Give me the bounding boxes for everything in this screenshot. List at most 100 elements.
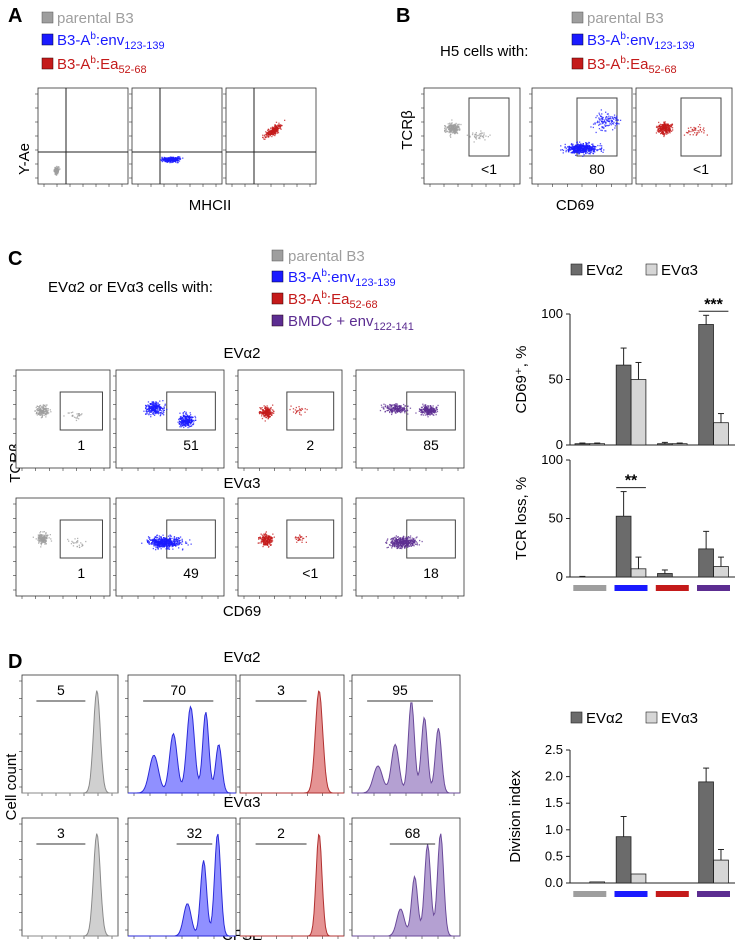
dot	[669, 128, 672, 130]
dot	[157, 413, 160, 415]
dot	[703, 132, 705, 134]
panel-d-eva2-hist-3: 3	[237, 674, 345, 796]
y-tick-label: 0	[556, 437, 563, 452]
dot	[170, 158, 172, 160]
dot	[45, 411, 47, 413]
dot	[392, 538, 394, 541]
dot	[418, 410, 420, 412]
dot	[396, 536, 398, 538]
dot	[267, 418, 269, 420]
dot	[181, 421, 184, 424]
dot	[401, 547, 403, 550]
dot	[176, 542, 178, 544]
dot	[604, 124, 606, 126]
dot	[76, 416, 79, 418]
dot	[290, 405, 292, 407]
dot	[694, 127, 696, 129]
dot	[397, 547, 399, 549]
panel-c-row-title-eva3: EVα3	[223, 475, 260, 492]
dot	[174, 159, 176, 161]
dot	[44, 541, 46, 544]
dot	[424, 410, 427, 412]
panel-a-plot-3	[223, 87, 317, 187]
dot	[267, 409, 269, 412]
dot	[165, 541, 167, 543]
dot	[45, 413, 47, 415]
dot	[260, 411, 263, 413]
dot	[455, 126, 457, 128]
dot	[579, 151, 581, 153]
dot	[267, 413, 269, 415]
dot	[577, 153, 580, 155]
dot	[169, 160, 171, 162]
dot	[401, 546, 404, 548]
dot	[564, 147, 566, 149]
dot	[280, 128, 282, 130]
dot	[576, 141, 578, 144]
dot	[258, 537, 260, 539]
dot	[401, 544, 404, 546]
dot	[154, 405, 156, 407]
dot	[298, 406, 300, 408]
dot	[415, 543, 417, 545]
dot	[292, 408, 295, 410]
dot	[278, 125, 280, 127]
dot	[157, 404, 159, 406]
dot	[168, 158, 171, 160]
dot	[265, 413, 267, 416]
dot	[580, 150, 582, 152]
dot	[428, 410, 431, 412]
gate	[59, 391, 103, 431]
dot	[157, 541, 159, 543]
dot	[40, 540, 42, 542]
dot	[581, 147, 584, 150]
dot	[193, 419, 195, 422]
dot	[58, 167, 60, 169]
dot	[423, 414, 425, 416]
dot	[420, 409, 422, 412]
dot	[159, 412, 162, 414]
dot	[393, 545, 395, 547]
dot	[272, 409, 274, 411]
dot	[568, 146, 570, 148]
dot	[697, 126, 700, 128]
dot	[428, 412, 430, 414]
dot	[449, 128, 451, 130]
dot	[662, 129, 665, 131]
dot	[175, 540, 178, 542]
dot	[184, 420, 186, 422]
dot	[594, 122, 596, 124]
dot	[395, 407, 398, 409]
dot	[43, 536, 45, 538]
dot	[269, 535, 271, 538]
dot	[68, 540, 70, 542]
dot	[264, 414, 267, 416]
dot	[596, 115, 598, 117]
dot	[40, 414, 42, 416]
dot	[390, 540, 393, 542]
dot	[275, 125, 277, 127]
dot	[267, 129, 269, 132]
dot	[271, 539, 273, 542]
dot	[274, 124, 276, 126]
dot	[406, 537, 408, 539]
dot	[665, 123, 667, 125]
dot	[408, 545, 411, 547]
legend-b-parental: parental B3	[587, 10, 664, 27]
dot	[589, 150, 591, 152]
dot	[404, 405, 406, 407]
dot	[394, 405, 396, 408]
dot	[457, 128, 459, 130]
bar-eva3	[713, 422, 729, 446]
dot	[690, 130, 692, 133]
dot	[655, 132, 658, 134]
dot	[274, 134, 276, 137]
dot	[171, 158, 173, 160]
dot	[458, 127, 460, 129]
panel-c-eva2-plot-3: 2	[235, 369, 343, 471]
dot	[434, 409, 436, 412]
dot	[169, 540, 171, 543]
dot	[481, 132, 483, 134]
dot	[480, 132, 482, 135]
dot	[662, 127, 664, 129]
